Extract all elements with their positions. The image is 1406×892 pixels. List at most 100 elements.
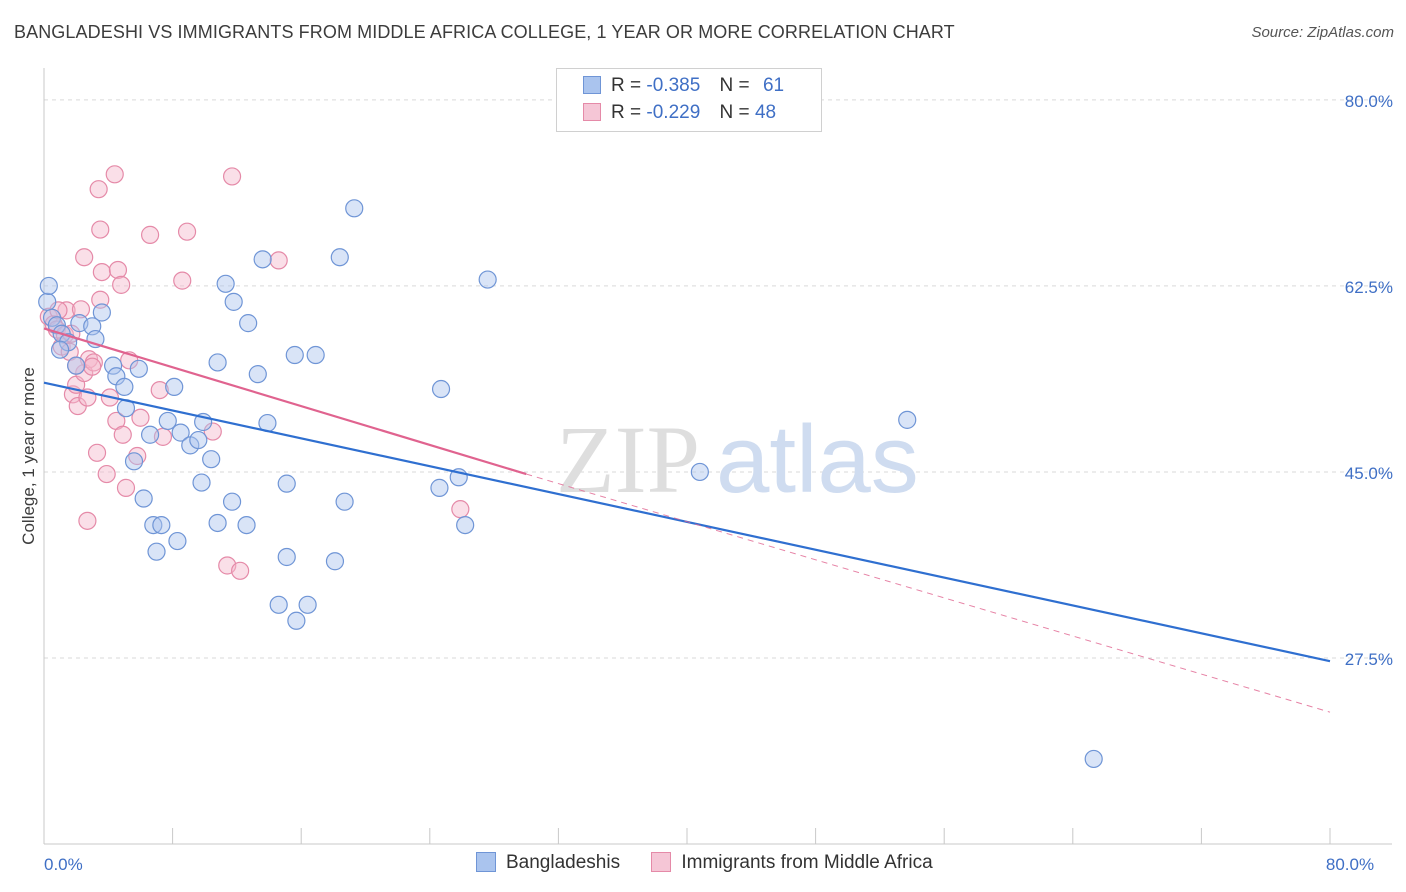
- data-point: [231, 561, 250, 580]
- data-point: [108, 260, 128, 280]
- data-point: [39, 276, 58, 296]
- data-point: [116, 478, 136, 497]
- legend-swatch-pink: [583, 103, 601, 121]
- data-point: [67, 356, 86, 375]
- legend-label-middle-africa: Immigrants from Middle Africa: [681, 852, 933, 873]
- y-tick-label: 62.5%: [1345, 278, 1393, 297]
- data-point: [222, 167, 242, 186]
- data-point: [50, 340, 70, 359]
- data-point: [345, 199, 364, 218]
- data-point: [216, 274, 235, 293]
- x-tick-labels: 0.0% 80.0%: [44, 855, 1374, 874]
- data-point: [451, 500, 470, 519]
- data-point: [430, 478, 449, 497]
- axes: [43, 68, 1392, 845]
- data-point: [298, 595, 317, 614]
- data-point: [192, 473, 211, 492]
- data-point: [168, 531, 187, 551]
- series-bangladeshis: [38, 199, 1103, 769]
- data-point: [89, 180, 108, 199]
- data-point: [105, 165, 124, 184]
- watermark: ZIP atlas: [556, 406, 919, 513]
- legend-swatch-blue: [583, 76, 601, 94]
- legend-swatch-pink: [651, 852, 672, 872]
- chart-title: BANGLADESHI VS IMMIGRANTS FROM MIDDLE AF…: [14, 22, 955, 42]
- data-point: [431, 379, 451, 399]
- legend-n-value: 48: [754, 102, 777, 123]
- data-point: [456, 515, 475, 535]
- data-point: [224, 292, 243, 311]
- y-axis-title: College, 1 year or more: [19, 367, 38, 545]
- y-tick-labels: 80.0% 62.5% 45.0% 27.5%: [1345, 92, 1393, 669]
- watermark-zip: ZIP: [556, 406, 700, 513]
- legend-row-middle-africa: R = -0.229 N = 48: [583, 102, 776, 126]
- data-point: [87, 443, 107, 462]
- legend-r-value: -0.385: [646, 75, 701, 96]
- data-point: [47, 316, 66, 335]
- trend-line-middle-africa-extension: [526, 473, 1331, 713]
- data-point: [330, 248, 349, 267]
- legend-n-label: N =: [719, 102, 750, 123]
- y-tick-label: 27.5%: [1345, 650, 1393, 669]
- data-point: [129, 359, 148, 378]
- data-point: [91, 220, 110, 239]
- legend-row-bangladeshis: R = -0.385 N = 61: [583, 75, 784, 99]
- data-point: [335, 492, 354, 511]
- data-point: [140, 425, 160, 444]
- legend-r-value: -0.229: [646, 102, 701, 123]
- data-point: [150, 380, 169, 400]
- data-point: [203, 422, 222, 441]
- data-point: [71, 300, 91, 319]
- data-point: [115, 377, 134, 397]
- data-point: [147, 542, 166, 561]
- watermark-atlas: atlas: [716, 406, 919, 513]
- legend-label-bangladeshis: Bangladeshis: [506, 852, 621, 873]
- data-point: [112, 275, 131, 294]
- legend-n-value: 61: [762, 75, 785, 96]
- legend-item-bangladeshis: Bangladeshis: [476, 852, 620, 874]
- x-tick-label: 80.0%: [1326, 855, 1374, 874]
- data-point: [124, 452, 144, 471]
- data-point: [131, 408, 150, 427]
- data-point: [208, 353, 227, 372]
- legend-r-label: R =: [611, 102, 642, 123]
- data-point: [104, 356, 123, 375]
- data-point: [222, 492, 242, 511]
- data-point: [75, 248, 94, 267]
- data-point: [690, 462, 709, 482]
- data-point: [171, 423, 190, 442]
- data-point: [478, 270, 497, 289]
- data-point: [173, 271, 192, 290]
- data-point: [1084, 749, 1103, 769]
- data-point: [269, 595, 288, 614]
- legend-r-label: R =: [611, 75, 642, 96]
- data-point: [898, 410, 917, 429]
- series-legend: Bangladeshis Immigrants from Middle Afri…: [476, 852, 959, 874]
- data-point: [78, 511, 97, 530]
- correlation-legend: R = -0.385 N = 61 R = -0.229 N = 48: [556, 68, 822, 132]
- data-point: [306, 345, 325, 365]
- data-point: [134, 489, 153, 508]
- legend-swatch-blue: [476, 852, 496, 872]
- legend-n-label: N =: [719, 75, 750, 96]
- data-point: [97, 464, 116, 484]
- data-point: [158, 411, 177, 431]
- x-tick-label: 0.0%: [44, 855, 83, 874]
- data-point: [92, 262, 111, 282]
- data-point: [269, 251, 288, 270]
- data-point: [92, 303, 111, 322]
- data-point: [253, 250, 272, 269]
- data-point: [237, 515, 256, 535]
- data-point: [83, 357, 102, 376]
- trend-lines: [43, 327, 1331, 713]
- source-label: Source: ZipAtlas.com: [1251, 24, 1394, 41]
- data-point: [239, 314, 258, 333]
- y-tick-label: 45.0%: [1345, 464, 1393, 483]
- y-tick-label: 80.0%: [1345, 92, 1393, 111]
- data-point: [248, 365, 267, 384]
- data-point: [325, 552, 345, 571]
- data-point: [189, 430, 208, 450]
- data-point: [165, 377, 184, 397]
- data-point: [277, 547, 296, 567]
- data-point: [287, 611, 306, 630]
